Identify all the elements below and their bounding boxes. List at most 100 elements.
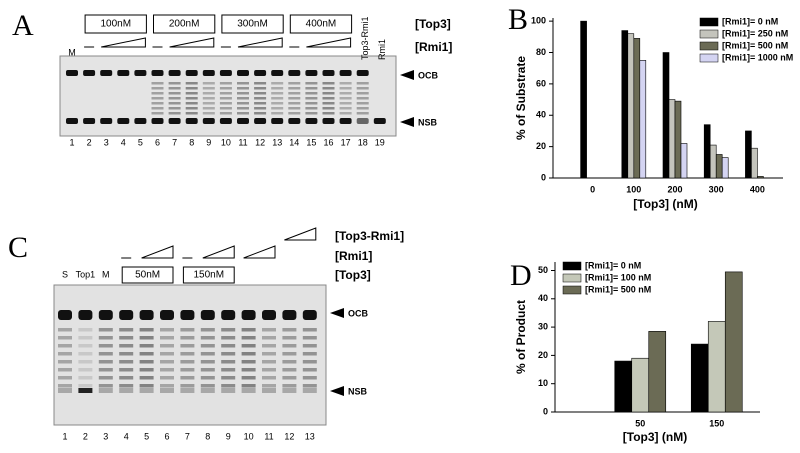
band xyxy=(254,92,267,95)
lane-label: Top1 xyxy=(76,269,96,279)
band xyxy=(185,102,198,105)
y-tick-label: 40 xyxy=(536,110,546,120)
band xyxy=(160,328,174,332)
band xyxy=(288,118,301,124)
triangle xyxy=(141,245,174,259)
y-tick-label: 20 xyxy=(536,141,546,151)
band xyxy=(282,336,297,340)
legend-swatch xyxy=(562,273,582,283)
band xyxy=(237,82,249,85)
band xyxy=(185,70,198,76)
x-tick-label: 100 xyxy=(626,184,641,194)
band xyxy=(254,102,267,105)
x-tick-label: 300 xyxy=(709,184,724,194)
lane-number: 15 xyxy=(306,137,316,147)
band xyxy=(139,360,154,364)
y-tick-label: 0 xyxy=(541,172,546,182)
band xyxy=(151,102,164,105)
lane-number: 19 xyxy=(375,137,385,147)
band xyxy=(356,97,369,100)
band xyxy=(119,328,134,332)
band xyxy=(254,70,267,76)
band xyxy=(288,92,301,95)
arrow xyxy=(400,70,414,80)
band xyxy=(241,376,256,380)
legend-swatch xyxy=(562,261,582,271)
lane-number: 4 xyxy=(124,431,129,441)
band xyxy=(356,118,369,124)
band xyxy=(119,344,134,348)
bar xyxy=(745,130,752,179)
band xyxy=(305,92,318,95)
band xyxy=(302,368,317,372)
band xyxy=(202,70,215,76)
band xyxy=(271,97,284,100)
band xyxy=(322,118,335,124)
y-tick-label: 10 xyxy=(538,378,548,388)
band xyxy=(58,344,72,348)
y-tick-label: 40 xyxy=(538,293,548,303)
band xyxy=(134,118,147,124)
band xyxy=(373,118,386,124)
band xyxy=(180,336,195,340)
band xyxy=(185,118,198,124)
band xyxy=(160,310,174,320)
bar xyxy=(757,176,764,179)
band xyxy=(262,310,276,320)
y-tick-label: 20 xyxy=(538,350,548,360)
band xyxy=(160,376,174,380)
lane-number: 14 xyxy=(289,137,299,147)
band xyxy=(339,107,352,110)
band xyxy=(185,82,198,85)
bar xyxy=(580,20,587,179)
band xyxy=(221,352,236,356)
legend-label: [Rmi1]= 0 nM xyxy=(722,16,778,26)
band xyxy=(139,388,154,393)
arrow xyxy=(400,117,414,127)
band xyxy=(160,384,174,388)
legend-swatch xyxy=(699,41,719,51)
band xyxy=(139,336,154,340)
band xyxy=(288,107,301,110)
band xyxy=(322,82,335,85)
band xyxy=(98,384,113,388)
band xyxy=(356,82,369,85)
band xyxy=(241,328,256,332)
band xyxy=(339,70,352,76)
band xyxy=(271,87,284,90)
bar xyxy=(707,321,726,413)
band xyxy=(241,360,256,364)
band xyxy=(160,388,174,393)
lane-number: 5 xyxy=(138,137,143,147)
bar xyxy=(680,143,688,179)
band xyxy=(305,97,318,100)
bar xyxy=(703,124,711,179)
band xyxy=(219,102,232,105)
band xyxy=(139,328,154,332)
band xyxy=(202,107,215,110)
band xyxy=(254,82,267,85)
y-tick-label: 100 xyxy=(531,16,546,26)
lane-number: 7 xyxy=(172,137,177,147)
band xyxy=(151,70,164,76)
conc-box xyxy=(221,14,284,34)
band xyxy=(302,336,317,340)
lane-label: Top3-Rmi1 xyxy=(360,16,370,60)
band xyxy=(168,97,181,100)
panel-letter: D xyxy=(510,259,532,292)
lane-number: 18 xyxy=(358,137,368,147)
band xyxy=(168,107,181,110)
x-tick-label: 150 xyxy=(709,418,724,428)
band xyxy=(305,87,318,90)
nsb-label: NSB xyxy=(348,386,368,396)
band xyxy=(221,388,236,393)
band xyxy=(58,360,72,364)
band xyxy=(262,344,276,348)
y-tick-label: 60 xyxy=(536,78,546,88)
band xyxy=(200,384,215,388)
band xyxy=(78,384,93,388)
band xyxy=(282,310,297,320)
band xyxy=(302,352,317,356)
lane-number: 12 xyxy=(255,137,265,147)
band xyxy=(356,112,369,115)
